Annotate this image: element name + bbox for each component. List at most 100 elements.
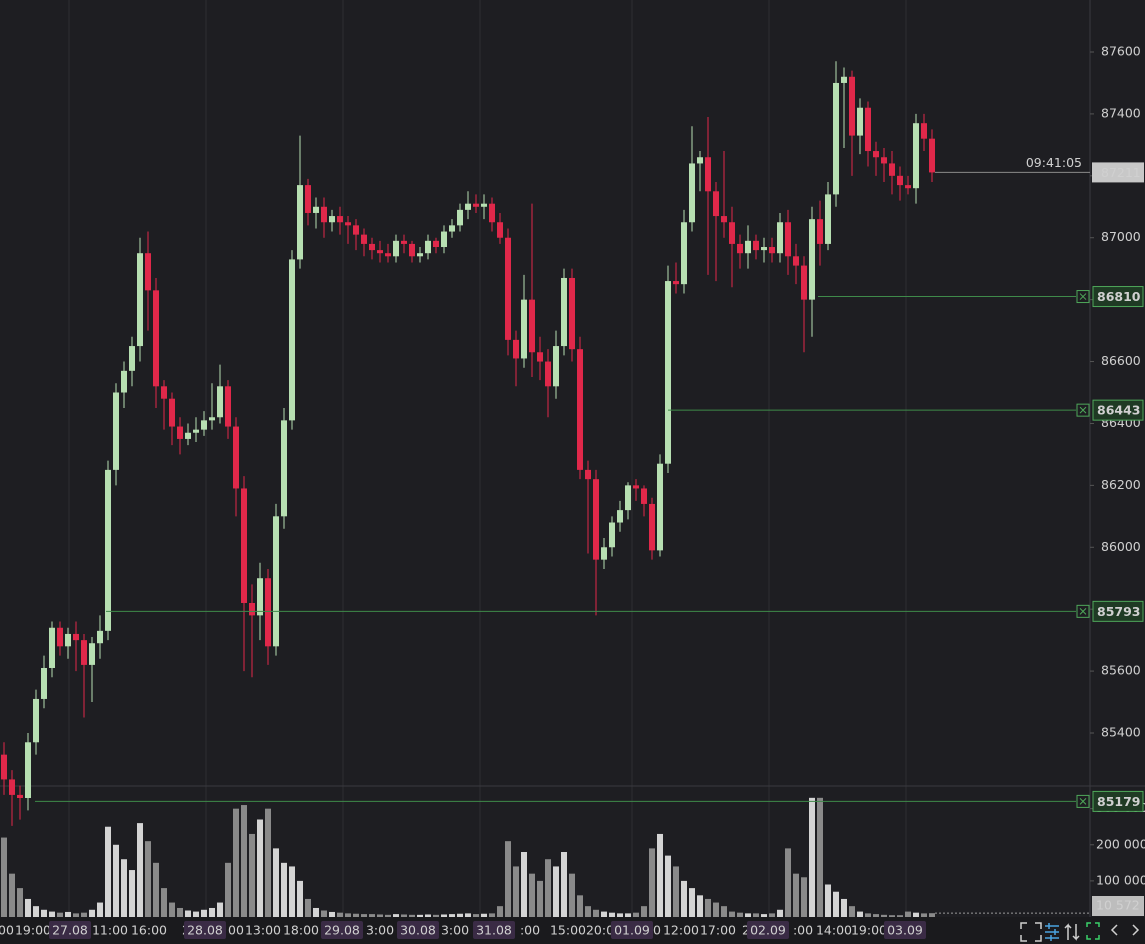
candle-body <box>825 194 831 244</box>
candle-body <box>145 253 151 291</box>
candle-body <box>913 123 919 189</box>
volume-bar <box>193 911 199 917</box>
volume-bar <box>569 873 575 917</box>
level-close-x <box>1079 406 1087 414</box>
volume-bar <box>545 859 551 917</box>
volume-bar <box>633 912 639 917</box>
time-label: 00 <box>228 923 244 938</box>
candle-body <box>377 250 383 254</box>
scroll-right[interactable] <box>1132 924 1140 936</box>
time-label: 20:0 <box>586 923 614 938</box>
volume-bar <box>313 907 319 917</box>
candle-body <box>777 222 783 254</box>
candle-body <box>457 209 463 226</box>
volume-bar <box>97 902 103 917</box>
volume-bar <box>377 914 383 917</box>
candle-body <box>65 633 71 647</box>
candle-body <box>585 469 591 480</box>
sort-icon[interactable] <box>1064 923 1080 941</box>
volume-bar <box>761 914 767 917</box>
volume-bar <box>897 915 903 917</box>
candle-body <box>729 222 735 244</box>
candle-body <box>393 240 399 257</box>
volume-bar <box>657 833 663 917</box>
last-volume-label: 10 572 <box>1096 898 1140 913</box>
candle-body <box>209 417 215 421</box>
level-close <box>1076 604 1090 618</box>
volume-bar <box>185 910 191 917</box>
date-badge <box>397 921 439 939</box>
volume-bar <box>593 909 599 917</box>
volume-bar <box>217 902 223 917</box>
candle-body <box>513 339 519 359</box>
volume-bar <box>169 902 175 917</box>
volume-bar <box>665 855 671 917</box>
volume-bar <box>641 906 647 917</box>
level-close-x <box>1079 607 1087 615</box>
scroll-left[interactable] <box>1110 924 1118 936</box>
level-box[interactable] <box>1092 399 1144 421</box>
candle-body <box>673 281 679 285</box>
level-box[interactable] <box>1092 600 1144 622</box>
volume-bar <box>785 848 791 917</box>
time-label: 2 <box>742 923 750 938</box>
day-grid <box>68 0 907 917</box>
volume-bar <box>889 915 895 917</box>
date-badge <box>49 921 91 939</box>
volume-bar <box>505 841 511 917</box>
candle-body <box>577 349 583 470</box>
volume-bar <box>281 862 287 917</box>
time-label: 0 <box>653 923 661 938</box>
candle-body <box>33 698 39 743</box>
volume-bar <box>81 912 87 917</box>
volume-bar <box>305 898 311 917</box>
volume-bar <box>801 877 807 917</box>
candle-body <box>905 185 911 189</box>
volume-bar <box>713 902 719 917</box>
candle-body <box>505 237 511 340</box>
volume-bar <box>913 912 919 917</box>
time-label: :00 <box>520 923 540 938</box>
fullscreen-icon[interactable] <box>1020 922 1042 942</box>
candle-body <box>625 485 631 511</box>
candle-body <box>385 253 391 257</box>
candle-body <box>865 107 871 152</box>
settings-icon[interactable] <box>1045 923 1059 941</box>
candle-body <box>561 277 567 347</box>
date-label: 28.08 <box>187 923 223 938</box>
fit-icon[interactable] <box>1086 922 1100 940</box>
candle-body <box>833 82 839 195</box>
date-badge <box>184 921 226 939</box>
volume-bar <box>689 888 695 917</box>
volume-bar <box>417 914 423 917</box>
candle-body <box>649 503 655 551</box>
candle-body <box>441 231 447 248</box>
volume-bar <box>473 914 479 917</box>
candle-body <box>841 76 847 83</box>
volume-bar <box>609 912 615 917</box>
date-label: 27.08 <box>52 923 88 938</box>
candle-body <box>793 256 799 266</box>
candle-body <box>113 392 119 470</box>
volume-bar <box>337 912 343 917</box>
volume-bar <box>481 913 487 917</box>
candle-body <box>257 578 263 616</box>
volume-bar <box>401 914 407 917</box>
time-label: 19:00 <box>15 923 51 938</box>
date-label: 31.08 <box>476 923 512 938</box>
date-badge <box>747 921 789 939</box>
level-close-x <box>1079 293 1087 300</box>
volume-bar <box>9 873 15 917</box>
level-box[interactable] <box>1092 286 1144 308</box>
volume-bar <box>449 914 455 917</box>
toolbar[interactable] <box>1020 922 1140 942</box>
volume-bar <box>833 891 839 917</box>
volume-bar <box>921 913 927 917</box>
candle-body <box>49 627 55 668</box>
level-label: 86443 <box>1097 403 1141 418</box>
time-label: 11:00 <box>92 923 128 938</box>
volume-bar <box>617 913 623 917</box>
candle-body <box>929 138 935 173</box>
level-box[interactable] <box>1092 790 1144 812</box>
